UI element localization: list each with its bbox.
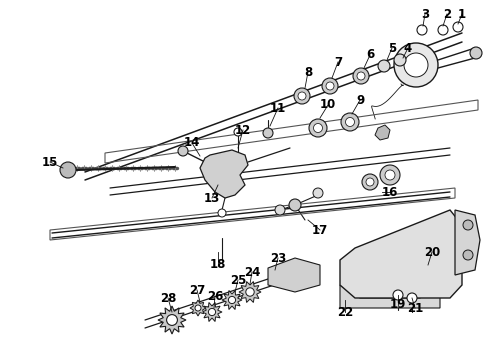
Circle shape: [463, 250, 473, 260]
Circle shape: [322, 78, 338, 94]
Circle shape: [263, 128, 273, 138]
Text: 12: 12: [235, 123, 251, 136]
Text: 20: 20: [424, 246, 440, 258]
Circle shape: [246, 288, 254, 296]
Text: 1: 1: [458, 8, 466, 21]
Polygon shape: [200, 150, 248, 198]
Text: 27: 27: [189, 284, 205, 297]
Text: 10: 10: [320, 99, 336, 112]
Circle shape: [289, 199, 301, 211]
Text: 23: 23: [270, 252, 286, 265]
Polygon shape: [190, 300, 206, 316]
Circle shape: [298, 92, 306, 100]
Text: 3: 3: [421, 8, 429, 21]
Polygon shape: [158, 306, 186, 334]
Circle shape: [394, 43, 438, 87]
Polygon shape: [340, 210, 462, 298]
Polygon shape: [455, 210, 480, 275]
Circle shape: [463, 220, 473, 230]
Circle shape: [380, 165, 400, 185]
Circle shape: [385, 170, 395, 180]
Circle shape: [195, 305, 201, 311]
Text: 17: 17: [312, 224, 328, 237]
Text: 9: 9: [356, 94, 364, 107]
Circle shape: [417, 25, 427, 35]
Text: 7: 7: [334, 55, 342, 68]
Polygon shape: [375, 125, 390, 140]
Polygon shape: [239, 282, 261, 302]
Text: 14: 14: [184, 136, 200, 149]
Text: 6: 6: [366, 49, 374, 62]
Text: 8: 8: [304, 66, 312, 78]
Text: 16: 16: [382, 185, 398, 198]
Polygon shape: [340, 285, 440, 308]
Circle shape: [353, 68, 369, 84]
Text: 19: 19: [390, 298, 406, 311]
Text: 5: 5: [388, 41, 396, 54]
Text: 2: 2: [443, 8, 451, 21]
Text: 25: 25: [230, 274, 246, 287]
Circle shape: [394, 54, 406, 66]
Circle shape: [345, 117, 354, 126]
Circle shape: [314, 123, 322, 132]
Text: 26: 26: [207, 289, 223, 302]
Text: 18: 18: [210, 258, 226, 271]
Circle shape: [357, 72, 365, 80]
Circle shape: [378, 60, 390, 72]
Circle shape: [470, 47, 482, 59]
Text: 13: 13: [204, 192, 220, 204]
Circle shape: [438, 25, 448, 35]
Text: 11: 11: [270, 102, 286, 114]
Circle shape: [60, 162, 76, 178]
Circle shape: [178, 146, 188, 156]
Circle shape: [362, 174, 378, 190]
Circle shape: [341, 113, 359, 131]
Polygon shape: [268, 258, 320, 292]
Circle shape: [167, 315, 177, 325]
Circle shape: [407, 293, 417, 303]
Circle shape: [275, 205, 285, 215]
Circle shape: [366, 178, 374, 186]
Circle shape: [453, 22, 463, 32]
Circle shape: [294, 88, 310, 104]
Polygon shape: [222, 291, 242, 310]
Circle shape: [393, 290, 403, 300]
Text: 4: 4: [404, 41, 412, 54]
Circle shape: [326, 82, 334, 90]
Text: 24: 24: [244, 266, 260, 279]
Text: 28: 28: [160, 292, 176, 305]
Circle shape: [309, 119, 327, 137]
Circle shape: [234, 128, 242, 136]
Circle shape: [228, 296, 236, 303]
Circle shape: [404, 53, 428, 77]
Circle shape: [218, 209, 226, 217]
Circle shape: [208, 309, 216, 316]
Polygon shape: [202, 302, 222, 321]
Text: 15: 15: [42, 156, 58, 168]
Text: 22: 22: [337, 306, 353, 319]
Text: 21: 21: [407, 302, 423, 315]
Circle shape: [313, 188, 323, 198]
